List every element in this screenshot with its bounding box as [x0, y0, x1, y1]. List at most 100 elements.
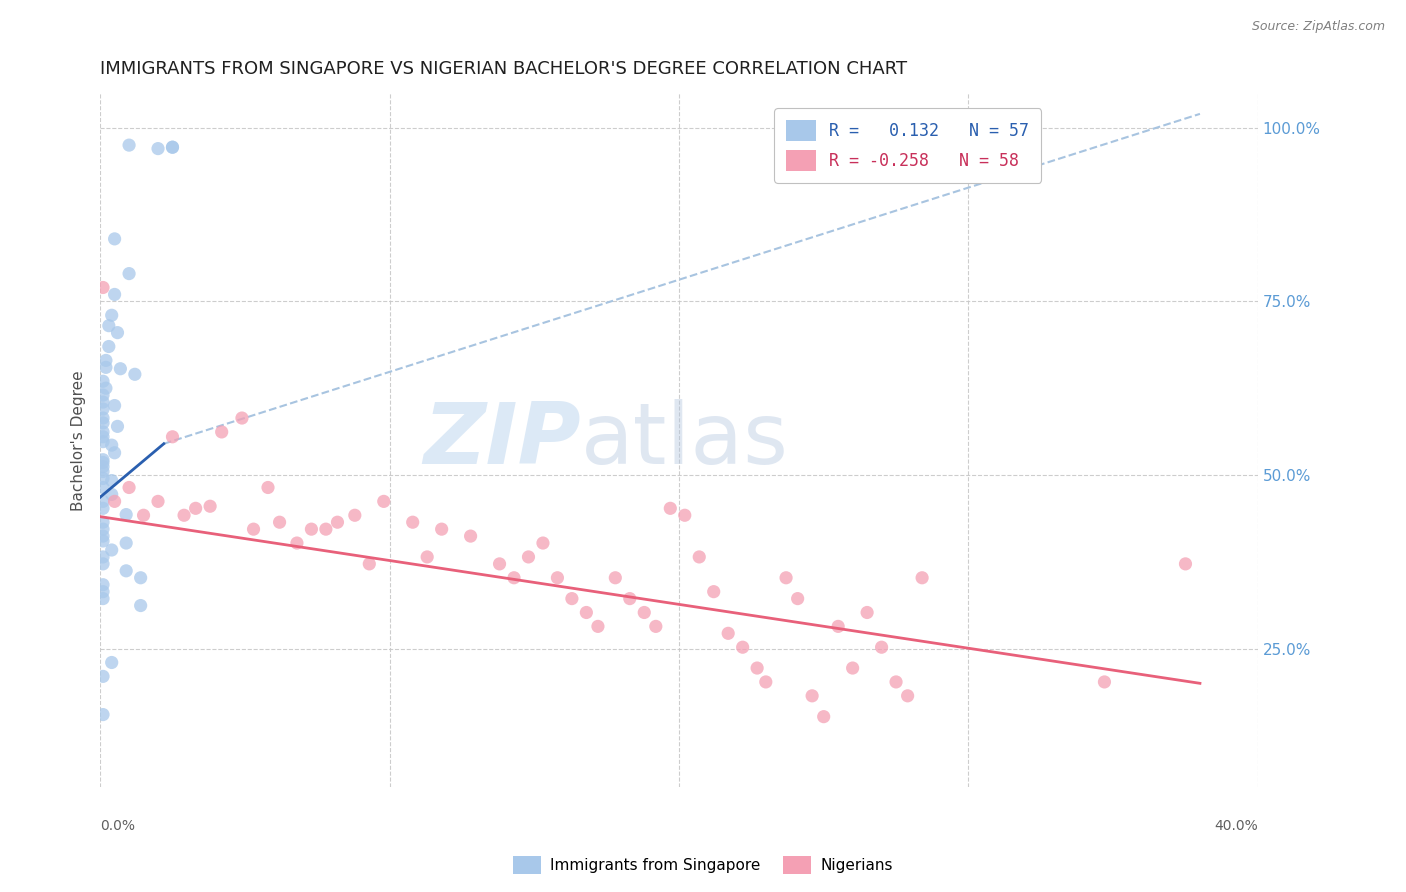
Point	[91, 452, 114, 467]
Point	[285, 536, 308, 550]
Point	[673, 508, 696, 523]
Point	[184, 501, 207, 516]
Point	[162, 430, 184, 444]
Point	[104, 232, 127, 246]
Point	[343, 508, 366, 523]
Point	[359, 557, 381, 571]
Point	[841, 661, 863, 675]
Point	[91, 459, 114, 474]
Point	[94, 353, 117, 368]
Point	[94, 360, 117, 375]
Point	[100, 543, 122, 558]
Point	[231, 411, 253, 425]
Point	[242, 522, 264, 536]
Point	[118, 481, 141, 495]
Point	[619, 591, 641, 606]
Point	[813, 709, 835, 723]
Point	[97, 318, 120, 333]
Text: ZIP: ZIP	[423, 399, 581, 482]
Point	[659, 501, 682, 516]
Point	[104, 446, 127, 460]
Y-axis label: Bachelor's Degree: Bachelor's Degree	[72, 370, 86, 510]
Point	[91, 455, 114, 469]
Point	[755, 675, 778, 690]
Point	[717, 626, 740, 640]
Point	[326, 515, 349, 529]
Point	[91, 529, 114, 543]
Point	[561, 591, 583, 606]
Point	[91, 522, 114, 536]
Point	[129, 571, 152, 585]
Point	[633, 606, 655, 620]
Point	[897, 689, 920, 703]
Point	[91, 471, 114, 485]
Legend: R =   0.132   N = 57, R = -0.258   N = 58: R = 0.132 N = 57, R = -0.258 N = 58	[775, 108, 1040, 183]
Point	[688, 549, 710, 564]
Point	[91, 669, 114, 683]
Point	[91, 481, 114, 495]
Point	[91, 388, 114, 402]
Point	[110, 361, 132, 376]
Point	[731, 640, 754, 655]
Point	[91, 374, 114, 388]
Point	[100, 438, 122, 452]
Point	[884, 675, 907, 690]
Point	[257, 481, 280, 495]
Point	[546, 571, 568, 585]
Point	[402, 515, 425, 529]
Point	[586, 619, 609, 633]
Point	[269, 515, 291, 529]
Point	[107, 326, 129, 340]
Point	[517, 549, 540, 564]
Text: atlas: atlas	[581, 399, 789, 482]
Point	[91, 280, 114, 294]
Point	[115, 564, 138, 578]
Point	[91, 430, 114, 444]
Point	[786, 591, 808, 606]
Point	[775, 571, 797, 585]
Point	[605, 571, 627, 585]
Legend: Immigrants from Singapore, Nigerians: Immigrants from Singapore, Nigerians	[508, 850, 898, 880]
Point	[488, 557, 510, 571]
Text: 40.0%: 40.0%	[1215, 819, 1258, 833]
Point	[745, 661, 768, 675]
Point	[104, 287, 127, 301]
Point	[531, 536, 554, 550]
Point	[94, 381, 117, 395]
Point	[146, 494, 169, 508]
Point	[91, 578, 114, 592]
Point	[91, 494, 114, 508]
Point	[124, 368, 146, 382]
Text: Source: ZipAtlas.com: Source: ZipAtlas.com	[1251, 20, 1385, 33]
Point	[100, 308, 122, 322]
Point	[91, 402, 114, 417]
Point	[299, 522, 322, 536]
Point	[91, 515, 114, 529]
Point	[118, 138, 141, 153]
Point	[911, 571, 934, 585]
Point	[198, 500, 221, 514]
Point	[107, 419, 129, 434]
Point	[91, 395, 114, 409]
Text: 0.0%: 0.0%	[100, 819, 135, 833]
Point	[91, 533, 114, 548]
Point	[91, 425, 114, 439]
Point	[91, 591, 114, 606]
Point	[100, 656, 122, 670]
Text: IMMIGRANTS FROM SINGAPORE VS NIGERIAN BACHELOR'S DEGREE CORRELATION CHART: IMMIGRANTS FROM SINGAPORE VS NIGERIAN BA…	[100, 60, 907, 78]
Point	[118, 267, 141, 281]
Point	[115, 536, 138, 550]
Point	[315, 522, 337, 536]
Point	[1094, 675, 1116, 690]
Point	[91, 416, 114, 430]
Point	[91, 411, 114, 425]
Point	[129, 599, 152, 613]
Point	[162, 140, 184, 154]
Point	[104, 399, 127, 413]
Point	[575, 606, 598, 620]
Point	[146, 142, 169, 156]
Point	[91, 584, 114, 599]
Point	[416, 549, 439, 564]
Point	[430, 522, 453, 536]
Point	[97, 339, 120, 353]
